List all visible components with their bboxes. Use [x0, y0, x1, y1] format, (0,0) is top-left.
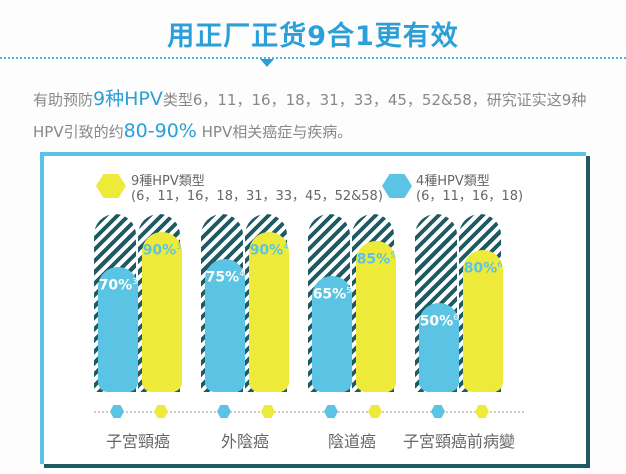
data-label: 85%	[356, 251, 391, 268]
intro-highlight: 9种HPV	[93, 88, 163, 110]
data-label: 65%	[312, 286, 347, 303]
bar-four-valent: 50%6	[419, 303, 459, 392]
bar-four-valent: 75%4	[205, 258, 245, 392]
data-label: 70%	[98, 278, 133, 295]
intro-part: 类型6，11，16，18，31，33，45，52&58，研究证实这9种HPV引致…	[33, 91, 587, 141]
intro-part: 有助预防	[33, 91, 94, 109]
intro-part: HPV相关癌症与疾病。	[196, 123, 353, 141]
axis-hexagon-icon	[324, 405, 338, 418]
bar-nine-valent: 90%4	[249, 231, 289, 392]
axis-hexagon-icon	[154, 405, 168, 418]
axis-hexagon-icon	[261, 405, 275, 418]
category-label: 子宮頸癌前病變	[402, 432, 515, 451]
legend-types: (6，11，16，18，31，33，45，52&58)	[131, 189, 383, 204]
bar-nine-valent: 85%5	[356, 240, 396, 392]
footnote-ref: 4	[283, 241, 289, 251]
legend-hexagon-icon	[382, 174, 412, 198]
bar-nine-valent: 90%3	[142, 231, 182, 392]
intro-highlight: 80-90%	[123, 120, 197, 142]
category-label: 外陰癌	[220, 432, 269, 451]
legend-types: (6，11，16，18)	[416, 189, 524, 204]
axis-hexagon-icon	[475, 405, 489, 418]
axis-hexagon-icon	[217, 405, 231, 418]
bar-nine-valent: 80%6	[463, 249, 503, 392]
footnote-ref: 6	[497, 259, 503, 269]
legend-label: 9種HPV類型	[131, 174, 205, 189]
legend-four: 4種HPV類型 (6，11，16，18)	[416, 174, 523, 204]
footnote-ref: 5	[346, 286, 352, 296]
bar-four-valent: 65%5	[312, 276, 352, 392]
category-label: 子宮頸癌	[105, 432, 170, 451]
dotted-axis	[94, 411, 524, 413]
triangle-pointer-icon	[260, 59, 274, 67]
legend-label: 4種HPV類型	[416, 174, 490, 189]
legend-hexagon-icon	[96, 174, 126, 198]
page-title: 用正厂正货9合1更有效	[167, 21, 459, 52]
divider	[0, 57, 626, 59]
axis-hexagon-icon	[431, 405, 445, 418]
axis-hexagon-icon	[110, 405, 124, 418]
footnote-ref: 4	[239, 268, 245, 278]
footnote-ref: 3	[132, 277, 138, 287]
category-label: 陰道癌	[327, 432, 376, 451]
data-label: 50%	[419, 313, 454, 330]
footnote-ref: 3	[176, 241, 182, 251]
chart-frame: 9種HPV類型 (6，11，16，18，31，33，45，52&58) 4種HPV…	[40, 152, 586, 464]
bar-four-valent: 70%3	[98, 267, 138, 392]
data-label: 90%	[249, 242, 284, 259]
data-label: 90%	[142, 242, 177, 259]
intro-text: 有助预防9种HPV类型6，11，16，18，31，33，45，52&58，研究证…	[33, 84, 603, 148]
data-label: 75%	[205, 269, 240, 286]
legend-nine: 9種HPV類型 (6，11，16，18，31，33，45，52&58)	[131, 174, 383, 204]
data-label: 80%	[463, 260, 498, 277]
footnote-ref: 5	[390, 250, 396, 260]
footnote-ref: 6	[453, 313, 459, 322]
axis-hexagon-icon	[368, 405, 382, 418]
